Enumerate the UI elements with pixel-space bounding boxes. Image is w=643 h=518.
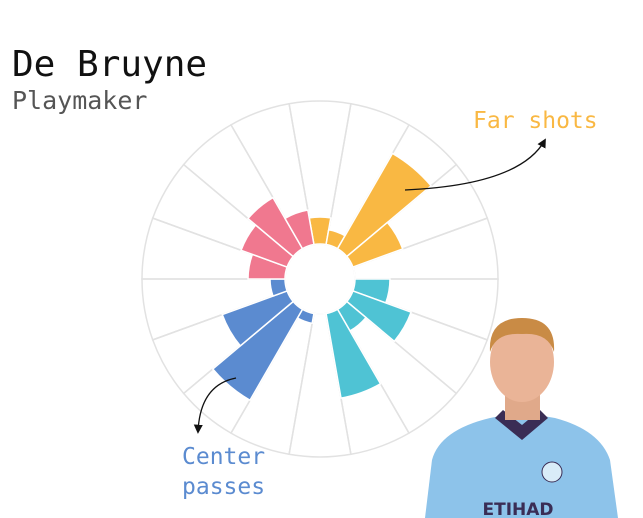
shirt [425, 412, 618, 518]
annotation-arrow [404, 138, 546, 191]
bar [336, 152, 433, 258]
head [490, 322, 554, 402]
bar [345, 221, 404, 268]
player-photo: ETIHAD [425, 318, 618, 518]
bar [345, 290, 413, 343]
chart-title: De Bruyne [12, 44, 207, 85]
chart-subtitle: Playmaker [12, 86, 147, 115]
annotation: passes [182, 474, 265, 500]
shirt-text: ETIHAD [482, 500, 553, 518]
hair [489, 318, 555, 352]
bar [325, 308, 382, 400]
bar [352, 266, 356, 280]
annotation: Far shots [473, 108, 598, 134]
bar [313, 312, 327, 315]
bar [283, 209, 315, 250]
annotation: Center [182, 444, 265, 470]
badge [541, 461, 563, 483]
bar [221, 290, 295, 347]
annotation-arrow [193, 377, 237, 434]
